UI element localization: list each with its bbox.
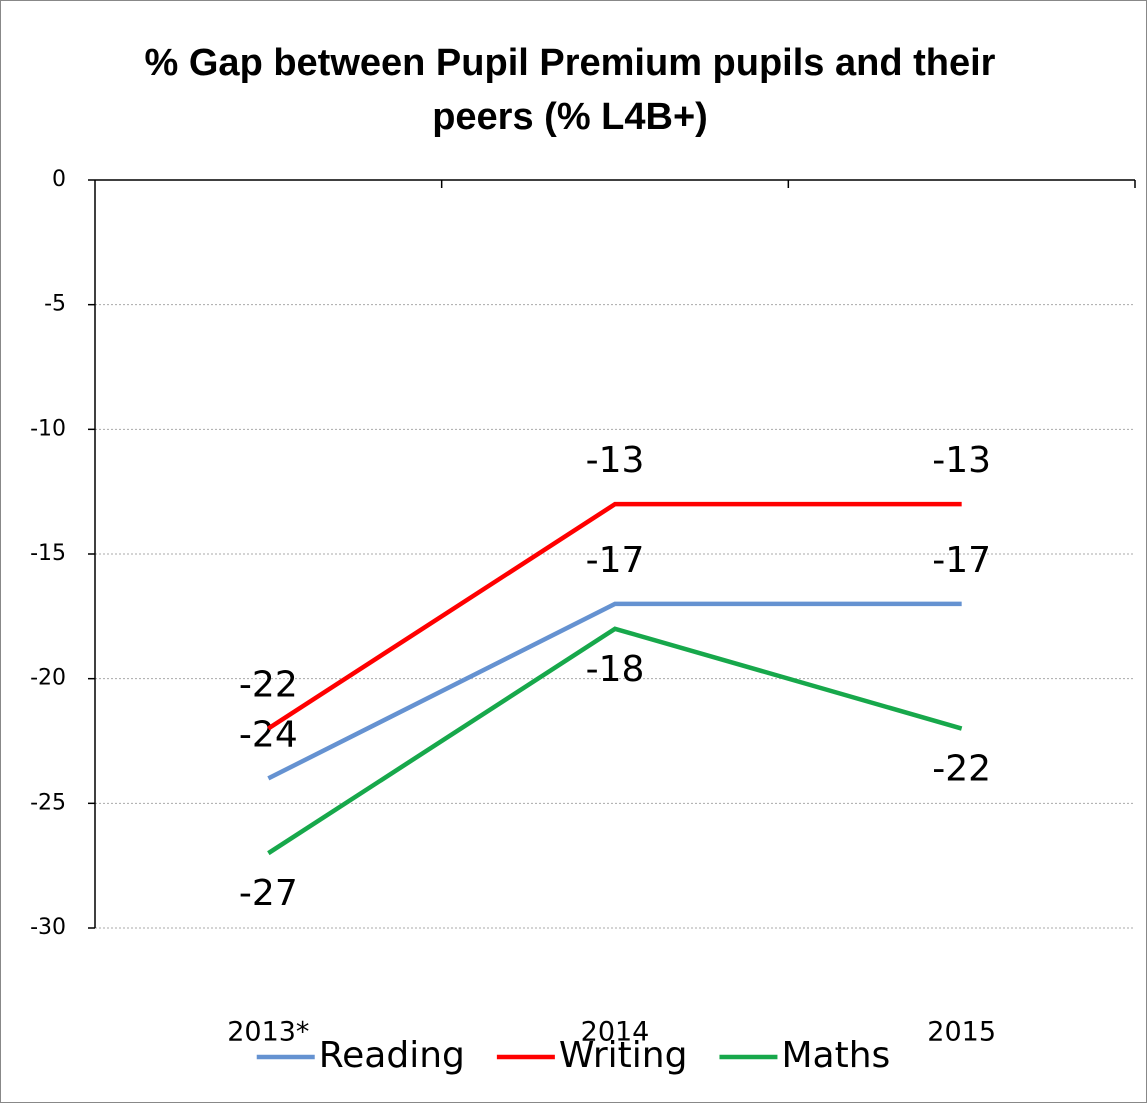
series-line — [267, 626, 963, 856]
chart-title: % Gap between Pupil Premium pupils and t… — [144, 42, 996, 138]
series-line — [267, 501, 962, 731]
y-tick-label: -10 — [30, 416, 66, 441]
data-label: -17 — [932, 540, 991, 581]
series-line — [267, 601, 962, 781]
y-tick-label: -25 — [30, 790, 66, 815]
legend-label: Reading — [319, 1035, 465, 1076]
data-label: -24 — [239, 714, 298, 755]
x-tick-label: 2014 — [581, 1017, 650, 1048]
legend-label: Maths — [781, 1035, 890, 1076]
data-label: -13 — [932, 440, 991, 481]
y-tick-label: -5 — [44, 292, 66, 317]
data-label: -27 — [239, 873, 298, 914]
x-tick-label: 2015 — [927, 1017, 996, 1048]
y-tick-label: -20 — [30, 666, 66, 691]
y-tick-label: -30 — [30, 915, 66, 940]
x-tick-label: 2013* — [227, 1017, 309, 1048]
y-tick-label: -15 — [30, 541, 66, 566]
data-label: -17 — [586, 540, 645, 581]
data-label: -22 — [239, 665, 298, 706]
legend-label: Writing — [559, 1035, 688, 1076]
y-tick-label: 0 — [52, 167, 66, 192]
data-label: -22 — [932, 749, 991, 790]
data-label: -13 — [586, 440, 645, 481]
data-label: -18 — [586, 649, 645, 690]
